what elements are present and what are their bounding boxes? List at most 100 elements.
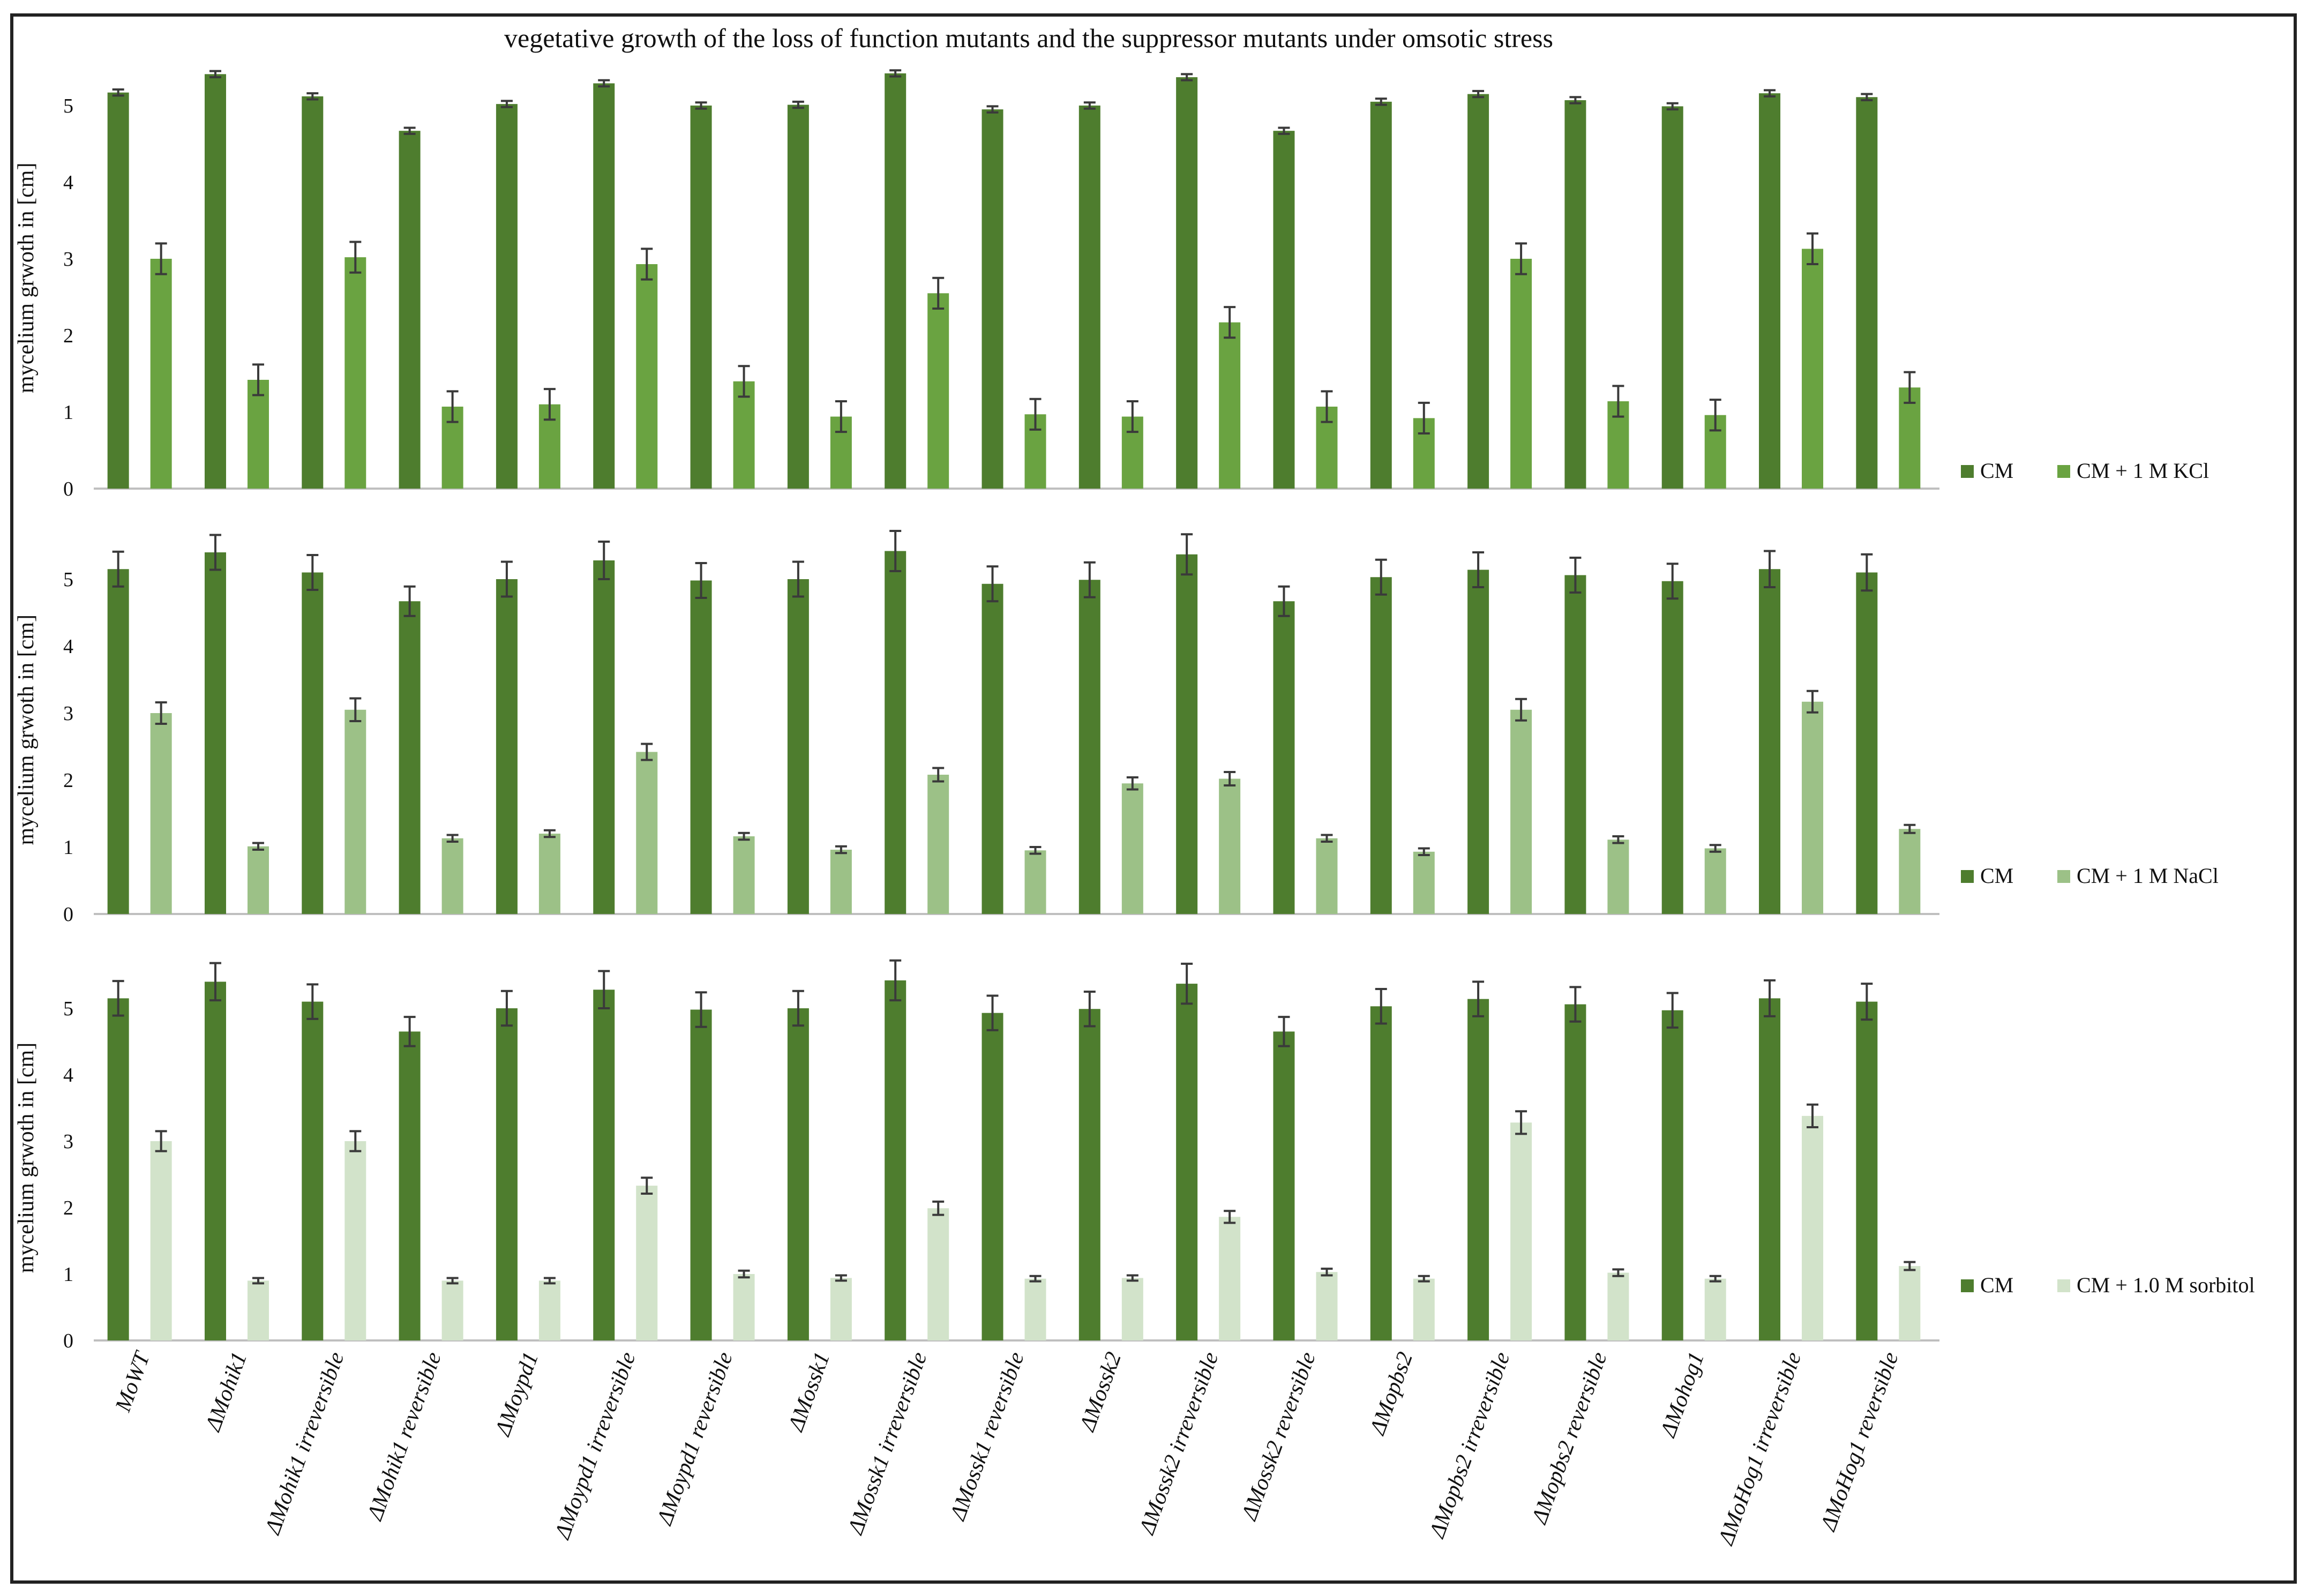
y-tick-label: 4 [63,635,73,658]
bar-cm [1273,601,1295,914]
bar-cm [1078,580,1100,914]
bar-cm [1370,577,1392,914]
legend-label: CM [1980,459,2013,483]
bar-cm [496,104,518,489]
bar-treatment [733,381,755,489]
bar-cm [1078,106,1100,489]
bar-treatment [1899,1266,1921,1340]
bar-treatment [1413,851,1435,914]
x-tick-label: ΔMopbs2 irreversible [1425,1349,1515,1542]
legend-label: CM + 1 M KCl [2077,459,2209,483]
bar-cm [1273,1031,1295,1340]
x-tick-label: ΔMohik1 irreversible [260,1349,349,1539]
x-axis-tick-labels: MoWT ΔMohik1 ΔMohik1 irreversible ΔMohik1 r… [110,1347,1903,1549]
bar-chart-panel-2: 0 1 2 3 4 5 mycelium grwoth in [cm] CM CM + 1 M … [14,530,2219,926]
y-tick-label: 0 [63,903,73,926]
bar-treatment [927,1208,949,1340]
bar-cm [885,73,907,489]
bar-cm [1661,581,1683,914]
figure-title: vegetative growth of the loss of functio… [504,23,1553,53]
bar-cm [1759,569,1781,914]
bar-treatment [1607,1272,1629,1340]
bar-treatment [1899,387,1921,489]
bar-treatment [344,257,366,489]
x-tick-label: ΔMossk1 [783,1349,835,1435]
bar-treatment [927,293,949,489]
bar-cm [399,131,421,489]
y-tick-label: 4 [63,1064,73,1087]
x-tick-label: ΔMohog1 [1656,1349,1709,1441]
bar-cm [885,551,907,914]
bar-treatment [247,846,269,914]
bar-cm [107,92,129,489]
bar-chart-panel-1: 0 1 2 3 4 5 mycelium grwoth in [cm] CM CM + 1 M … [14,69,2209,500]
bar-treatment [538,1280,560,1340]
bar-cm [1176,554,1198,914]
bar-treatment [1510,1122,1532,1340]
bar-cm [1856,97,1878,489]
bar-treatment [636,752,658,914]
x-tick-label: ΔMossk2 irreversible [1134,1349,1223,1539]
x-tick-label: ΔMopbs2 reversible [1527,1349,1612,1528]
bar-treatment [1802,1115,1824,1340]
bar-cm [593,83,615,489]
bar-cm [982,1013,1003,1340]
bar-treatment [538,834,560,914]
x-tick-label: ΔMoHog1 irreversible [1713,1349,1806,1549]
y-tick-label: 5 [63,95,73,117]
bar-treatment [733,1274,755,1340]
bar-treatment [927,775,949,914]
bar-cm [302,1001,324,1340]
bar-treatment [1704,1278,1726,1340]
bar-cm [982,583,1003,914]
bar-cm [1467,999,1489,1340]
y-axis-label: mycelium grwoth in [cm] [14,1043,39,1273]
bar-cm [1370,1006,1392,1340]
legend-swatch [1961,465,1974,478]
bar-cm [1564,100,1586,489]
x-tick-label: ΔMossk2 [1075,1349,1126,1435]
bar-treatment [636,264,658,489]
bar-treatment [1219,322,1241,489]
bar-cm [399,601,421,914]
bar-treatment [441,838,463,914]
bar-treatment [1219,1217,1241,1340]
bar-cm [1564,1004,1586,1340]
bar-cm [982,109,1003,489]
bar-treatment [344,709,366,914]
y-tick-label: 2 [63,325,73,347]
bar-cm [593,990,615,1340]
bar-treatment [247,379,269,489]
bar-treatment [441,1280,463,1340]
bar-cm [1759,998,1781,1340]
legend-swatch [1961,1279,1974,1292]
bar-treatment [1510,709,1532,914]
bar-cm [399,1031,421,1340]
y-tick-label: 2 [63,1197,73,1219]
legend-label: CM [1980,864,2013,888]
x-tick-label: ΔMossk1 irreversible [843,1349,932,1539]
bar-treatment [1024,1278,1046,1340]
bar-cm [1078,1009,1100,1340]
bar-cm [1564,575,1586,914]
bar-treatment [830,1278,852,1340]
bar-cm [787,104,809,489]
x-tick-label: ΔMohik1 [200,1349,252,1435]
bar-cm [204,981,226,1340]
bar-treatment [1219,778,1241,914]
bar-cm [1370,101,1392,489]
bar-cm [885,980,907,1340]
y-tick-label: 3 [63,1130,73,1153]
bar-treatment [1704,848,1726,914]
y-tick-label: 1 [63,836,73,859]
y-tick-label: 0 [63,478,73,500]
bar-treatment [1316,838,1338,914]
bar-cm [1856,1001,1878,1340]
bar-cm [107,569,129,914]
x-tick-label: ΔMohik1 reversible [362,1349,446,1525]
x-tick-label: ΔMoHog1 reversible [1816,1349,1904,1535]
x-tick-label: ΔMoypd1 reversible [652,1349,738,1529]
y-axis-label: mycelium grwoth in [cm] [14,615,39,845]
y-tick-label: 1 [63,401,73,424]
bar-treatment [150,713,172,914]
